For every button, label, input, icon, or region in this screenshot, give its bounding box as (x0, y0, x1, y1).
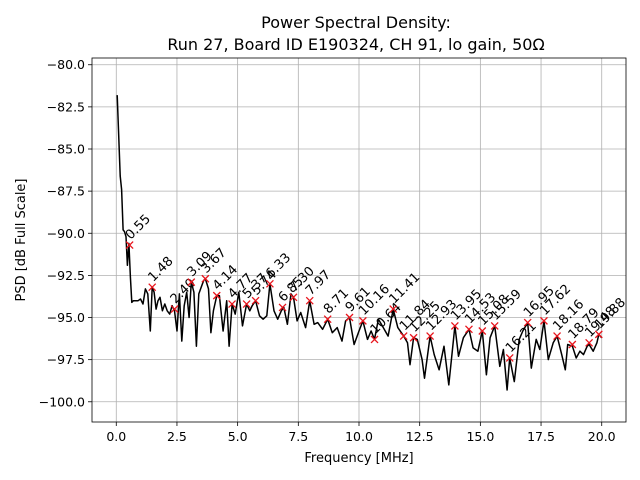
x-tick-label: 12.5 (406, 429, 434, 444)
psd-series-line (116, 95, 603, 391)
peak-marker (409, 333, 418, 342)
peak-marker (478, 327, 487, 335)
peak-marker (148, 283, 157, 292)
x-tick-label: 10.0 (345, 429, 373, 444)
peak-marker (125, 241, 134, 250)
y-tick-label: −80.0 (47, 57, 85, 72)
chart-title-line1: Power Spectral Density: (261, 13, 451, 32)
peak-marker (212, 291, 221, 300)
peak-marker (228, 300, 237, 308)
chart-title-line2: Run 27, Board ID E190324, CH 91, lo gain… (167, 35, 544, 54)
axis-ticks: 0.0 2.5 5.0 7.5 10.0 12.5 15.0 17.5 20.0 −80.0 −82… (39, 57, 616, 444)
x-tick-label: 5.0 (228, 429, 248, 444)
peak-marker (345, 313, 354, 322)
peak-marker (389, 305, 398, 314)
peak-marker (450, 321, 459, 330)
plot-area (116, 95, 603, 391)
peak-label: 1.48 (145, 254, 176, 285)
peak-marker (251, 296, 260, 305)
peak-marker (568, 340, 577, 349)
peak-marker (594, 330, 603, 339)
peak-label: 0.55 (123, 212, 154, 243)
peak-marker (305, 296, 314, 305)
peak-markers: 0.551.482.403.093.674.144.775.375.746.33… (123, 212, 629, 362)
peak-marker (464, 325, 473, 334)
peak-marker (323, 315, 332, 324)
x-tick-label: 15.0 (466, 429, 494, 444)
x-axis-label: Frequency [MHz] (304, 451, 413, 466)
y-tick-label: −87.5 (47, 184, 85, 199)
peak-marker (370, 335, 379, 344)
y-tick-label: −82.5 (47, 99, 85, 114)
peak-marker (187, 278, 196, 287)
peak-marker (553, 332, 562, 341)
peak-marker (242, 300, 251, 308)
peak-marker (358, 316, 367, 325)
peak-marker (505, 354, 514, 362)
x-tick-label: 17.5 (527, 429, 555, 444)
peak-marker (399, 332, 408, 341)
y-tick-label: −97.5 (47, 352, 85, 367)
peak-marker (523, 318, 532, 327)
peak-marker (490, 321, 499, 330)
x-tick-label: 0.0 (106, 429, 126, 444)
x-tick-label: 7.5 (288, 429, 308, 444)
y-tick-label: −100.0 (39, 394, 85, 409)
peak-marker (278, 303, 287, 312)
y-tick-label: −85.0 (47, 142, 85, 157)
peak-marker (426, 332, 435, 341)
y-axis-label: PSD [dB Full Scale] (14, 178, 29, 301)
peak-marker (170, 305, 179, 314)
y-tick-label: −95.0 (47, 310, 85, 325)
x-tick-label: 20.0 (588, 429, 616, 444)
peak-marker (265, 279, 274, 288)
peak-marker (539, 316, 548, 325)
peak-marker (201, 274, 210, 283)
x-tick-label: 2.5 (167, 429, 187, 444)
y-tick-label: −92.5 (47, 268, 85, 283)
peak-marker (585, 338, 594, 347)
y-tick-label: −90.0 (47, 226, 85, 241)
peak-marker (289, 293, 298, 302)
grid-lines (92, 58, 626, 422)
